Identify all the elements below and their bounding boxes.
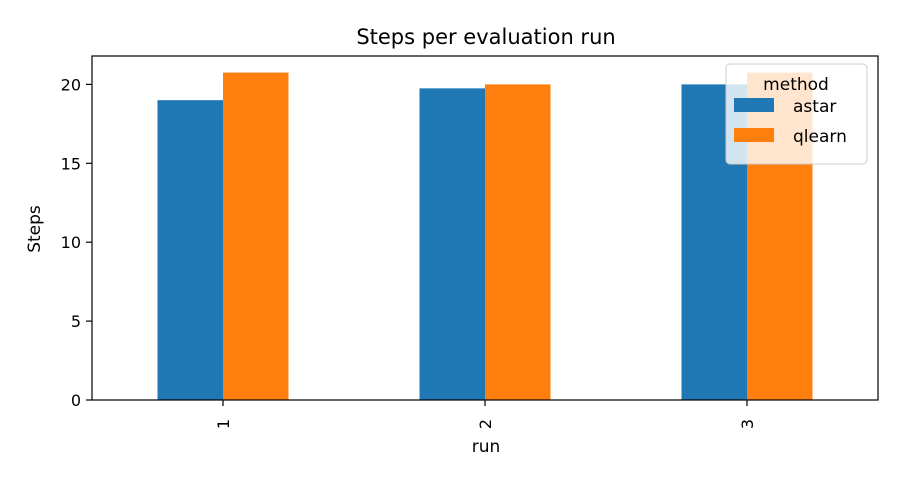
y-axis-label: Steps [25,205,45,253]
x-tick-label: 2 [476,419,495,429]
legend-label-qlearn: qlearn [793,127,847,147]
chart-title: Steps per evaluation run [356,25,615,49]
y-tick-label: 5 [71,312,81,331]
legend-label-astar: astar [793,97,836,117]
x-axis: 1 2 3 [214,400,757,429]
legend-swatch-astar [734,98,774,112]
legend-title: method [763,75,829,95]
bar-astar-run-2 [419,88,485,400]
y-tick-label: 20 [61,75,81,94]
legend-swatch-qlearn [734,128,774,142]
bar-astar-run-1 [157,100,223,401]
bars-group [157,72,813,401]
x-tick-label: 1 [214,419,233,429]
legend: method astar qlearn [725,63,868,165]
y-tick-label: 0 [71,391,81,410]
y-tick-label: 10 [61,233,81,252]
x-axis-label: run [472,437,501,457]
bar-qlearn-run-1 [223,72,289,400]
bar-qlearn-run-2 [485,84,551,401]
y-tick-label: 15 [61,154,81,173]
legend-items: astar qlearn [734,97,847,147]
x-tick-label: 3 [738,419,757,429]
y-axis: 0 5 10 15 20 [61,75,92,410]
